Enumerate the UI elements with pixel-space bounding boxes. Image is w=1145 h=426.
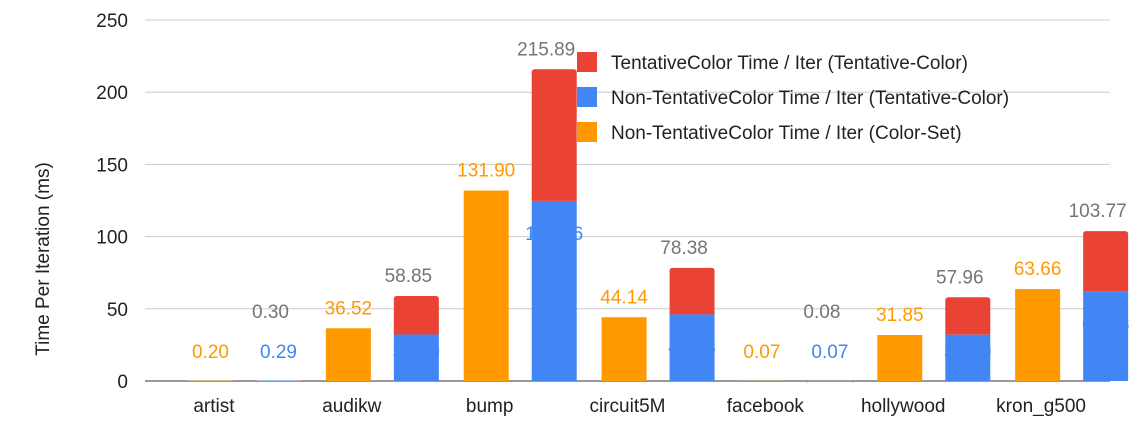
x-tick-label: artist <box>193 396 235 417</box>
data-labels: 0.20 0.29 0.30 36.52 32.19 58.85 131.90 124.76 2… <box>192 39 1129 363</box>
y-tick-label: 0 <box>117 372 128 393</box>
data-label-nontentative: 32.09 <box>944 342 992 363</box>
legend-swatch <box>577 52 597 72</box>
bar-tentative-kron_g500 <box>1083 231 1129 292</box>
x-tick-label: bump <box>466 396 514 417</box>
y-tick-label: 50 <box>107 300 128 321</box>
bar-colorset-kron_g500 <box>1015 289 1061 381</box>
data-label-colorset: 0.20 <box>192 342 229 363</box>
data-label-nontentative: 46.13 <box>668 337 716 358</box>
x-axis: artist audikw bump circuit5M facebook hollywo… <box>193 396 1086 417</box>
bar-colorset-circuit5M <box>601 317 647 381</box>
bar-tentative-hollywood <box>945 297 991 335</box>
bar-tentative-audikw <box>393 296 439 335</box>
bar-colorset-bump <box>463 190 509 381</box>
bar-colorset-hollywood <box>877 335 923 381</box>
data-label-nontentative: 124.76 <box>525 224 583 245</box>
x-tick-label: circuit5M <box>589 396 665 417</box>
y-axis-label: Time Per Iteration (ms) <box>33 162 54 356</box>
bar-tentative-bump <box>531 69 577 201</box>
data-label-total: 0.08 <box>803 302 840 323</box>
bar-nontentative-kron_g500 <box>1083 291 1129 381</box>
legend-entry: Non-TentativeColor Time / Iter (Color-Se… <box>611 123 962 144</box>
bar-colorset-audikw <box>325 328 371 381</box>
bar-nontentative-bump <box>531 200 577 381</box>
legend-swatch <box>577 87 597 107</box>
bar-nontentative-audikw <box>393 334 439 381</box>
data-label-nontentative: 61.88 <box>1082 315 1130 336</box>
data-label-total: 78.38 <box>660 238 708 259</box>
data-label-colorset: 44.14 <box>600 287 648 308</box>
bar-tentative-circuit5M <box>669 267 715 315</box>
x-tick-label: hollywood <box>861 396 946 417</box>
x-tick-label: audikw <box>322 396 381 417</box>
x-tick-label: facebook <box>727 396 805 417</box>
data-label-colorset: 36.52 <box>325 298 373 319</box>
y-axis: 0 50 100 150 200 250 <box>96 11 128 393</box>
y-tick-label: 200 <box>96 83 128 104</box>
bar-nontentative-circuit5M <box>669 314 715 381</box>
y-tick-label: 250 <box>96 11 128 32</box>
data-label-total: 215.89 <box>517 39 575 60</box>
y-tick-label: 100 <box>96 228 128 249</box>
data-label-total: 58.85 <box>385 266 433 287</box>
x-tick-label: kron_g500 <box>996 396 1086 417</box>
data-label-colorset: 63.66 <box>1014 259 1062 280</box>
data-label-colorset: 31.85 <box>876 305 924 326</box>
bars <box>188 69 1129 384</box>
legend-entry: Non-TentativeColor Time / Iter (Tentativ… <box>611 88 1009 109</box>
data-label-nontentative: 0.07 <box>811 342 848 363</box>
legend: TentativeColor Time / Iter (Tentative-Co… <box>577 52 1009 144</box>
data-label-total: 57.96 <box>936 267 984 288</box>
data-label-colorset: 0.07 <box>743 342 780 363</box>
data-label-colorset: 131.90 <box>457 161 515 182</box>
bar-nontentative-hollywood <box>945 334 991 381</box>
y-tick-label: 150 <box>96 155 128 176</box>
data-label-total: 0.30 <box>252 302 289 323</box>
data-label-total: 103.77 <box>1069 201 1127 222</box>
legend-entry: TentativeColor Time / Iter (Tentative-Co… <box>611 53 968 74</box>
data-label-nontentative: 0.29 <box>260 342 297 363</box>
data-label-nontentative: 32.19 <box>393 342 441 363</box>
legend-swatch <box>577 122 597 142</box>
